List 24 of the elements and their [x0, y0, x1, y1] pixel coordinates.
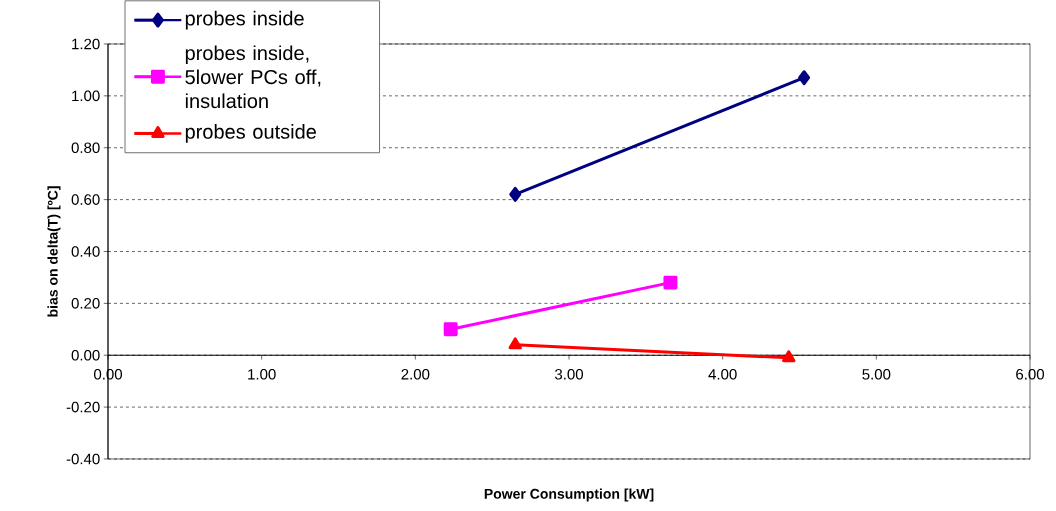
y-tick-label: 0.80 [71, 142, 100, 154]
y-tick-label: 0.20 [71, 298, 100, 309]
x-tick-label: 4.00 [708, 369, 737, 380]
x-tick-label: 2.00 [401, 369, 430, 380]
point [798, 70, 811, 86]
x-tick-label: 1.00 [248, 369, 276, 380]
y-tick-label: 1.20 [72, 38, 100, 50]
y-tick-label: 0.60 [71, 194, 100, 205]
y-tick-label: 1.00 [72, 90, 100, 102]
y-tick-label: -0.40 [66, 453, 100, 465]
x-tick-label: 5.00 [862, 369, 891, 380]
y-axis-title: bias on delta(T) [ºC] [47, 186, 61, 317]
legend-label: probes inside [185, 10, 304, 30]
point [509, 186, 522, 202]
x-tick-label: 3.00 [554, 369, 584, 380]
point [443, 322, 458, 337]
x-axis-title: Power Consumption [kW] [484, 488, 654, 502]
point [663, 275, 678, 290]
legend-label: probes outside [185, 124, 316, 143]
x-tick-label: 6.00 [1016, 369, 1045, 380]
y-tick-label: 0.00 [71, 349, 100, 361]
y-tick-label: 0.40 [71, 246, 100, 257]
y-tick-label: -0.20 [66, 401, 100, 413]
legend-label: probes inside, 5lower PCs off, insulation [185, 45, 321, 109]
